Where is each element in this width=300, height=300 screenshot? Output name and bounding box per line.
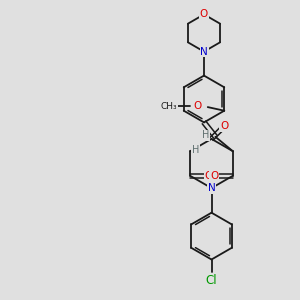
Text: H: H: [192, 145, 199, 155]
Text: O: O: [200, 9, 208, 20]
Text: O: O: [210, 171, 218, 181]
Text: N: N: [200, 46, 208, 57]
Text: H: H: [202, 130, 209, 140]
Text: O: O: [205, 171, 213, 181]
Text: CH₃: CH₃: [160, 102, 177, 111]
Text: N: N: [208, 183, 215, 193]
Text: O: O: [220, 121, 228, 131]
Text: O: O: [193, 101, 201, 111]
Text: Cl: Cl: [206, 274, 217, 287]
